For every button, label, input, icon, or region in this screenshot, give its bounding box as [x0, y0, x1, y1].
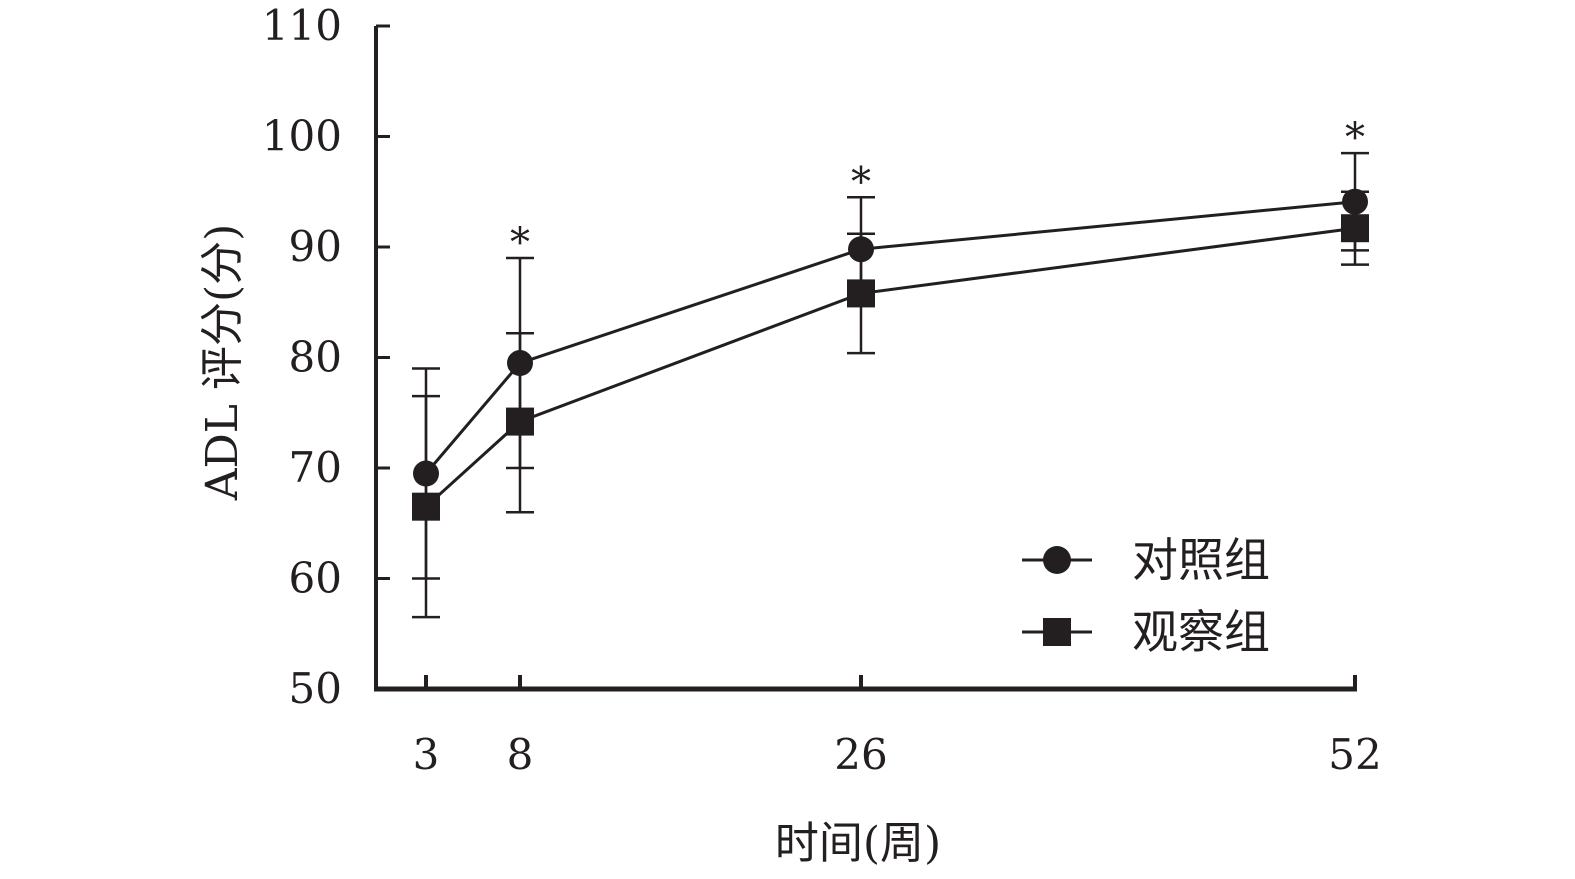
y-tick-label: 80: [289, 333, 342, 382]
data-point: [847, 279, 875, 308]
series-layer: [412, 151, 1369, 619]
axes: [374, 24, 1357, 692]
data-point: [1341, 214, 1369, 243]
y-axis-title: ADL 评分(分): [197, 224, 248, 502]
series-2: [412, 190, 1369, 619]
x-tick-label: 52: [1328, 730, 1381, 779]
y-tick-label: 90: [289, 222, 342, 271]
y-tick-label: 60: [289, 554, 342, 603]
legend-label: 对照组: [1132, 533, 1270, 587]
series-1: [412, 151, 1369, 580]
x-axis-title: 时间(周): [775, 818, 941, 869]
x-tick-label: 26: [834, 730, 887, 779]
significance-marker: *: [851, 159, 871, 205]
data-point: [412, 492, 440, 521]
significance-marker: *: [510, 220, 530, 266]
legend-label: 观察组: [1132, 605, 1270, 659]
y-tick-label: 100: [262, 112, 342, 161]
y-tick-label: 70: [289, 443, 342, 492]
y-tick-label: 50: [289, 664, 342, 713]
labels-layer: ADL 评分(分) 时间(周) 50 60 70 80 90 100 110 3 8 26 52 * *…: [197, 1, 1382, 869]
data-point: [506, 407, 534, 436]
series-line: [424, 200, 1356, 475]
legend-item: 对照组: [1022, 533, 1270, 587]
significance-marker: *: [1345, 115, 1365, 161]
legend-marker: [1043, 618, 1071, 646]
series-line: [424, 226, 1356, 508]
x-tick-label: 3: [413, 730, 440, 779]
legend-item: 观察组: [1022, 605, 1270, 659]
y-tick-label: 110: [262, 1, 342, 50]
x-tick-label: 8: [507, 730, 534, 779]
legend-marker: [1043, 546, 1071, 574]
